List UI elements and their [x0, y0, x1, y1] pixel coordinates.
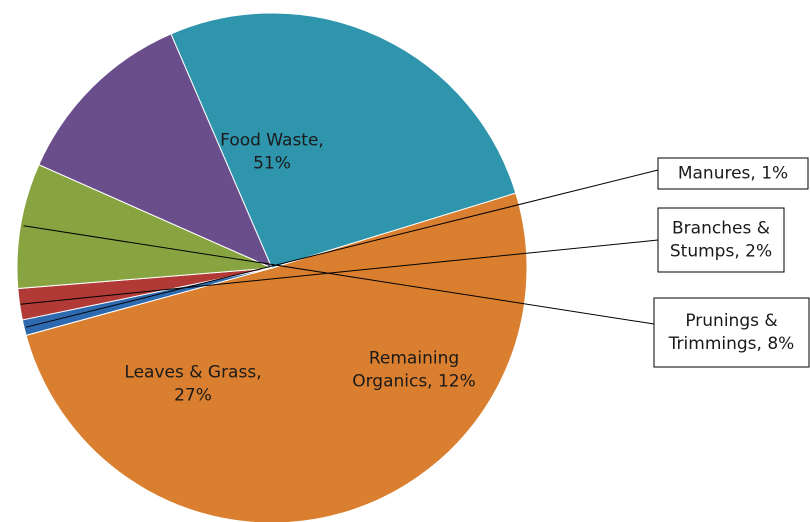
slice-remaining-organics: [38, 33, 273, 269]
data-label-branches-and-stumps: Stumps, 2%: [670, 242, 772, 262]
data-label-branches-and-stumps: Branches &: [672, 219, 770, 239]
pie-slices: [16, 12, 528, 522]
data-label-food-waste: 51%: [253, 154, 291, 174]
leader-line-branches-and-stumps: [20, 239, 659, 305]
data-label-leaves-and-grass: 27%: [174, 386, 212, 406]
slice-prunings-and-trimmings: [16, 164, 273, 290]
data-label-remaining-organics: Remaining: [369, 349, 459, 369]
data-label-leaves-and-grass: Leaves & Grass,: [124, 363, 261, 383]
data-label-food-waste: Food Waste,: [220, 131, 324, 151]
slice-labels: Food Waste, 51% Manures, 1% Branches & Stump…: [124, 131, 810, 406]
data-label-manures: Manures, 1%: [678, 164, 788, 184]
label-box-branches-and-stumps: [657, 207, 785, 273]
data-label-prunings-and-trimmings: Trimmings, 8%: [668, 334, 795, 354]
leader-line-manures: [25, 169, 659, 328]
label-box-prunings-and-trimmings: [653, 297, 810, 368]
slice-leaves-and-grass: [170, 12, 517, 269]
label-box-manures: [657, 157, 809, 190]
leader-line-prunings-and-trimmings: [23, 225, 655, 325]
data-label-remaining-organics: Organics, 12%: [352, 372, 476, 392]
data-label-prunings-and-trimmings: Prunings &: [685, 311, 777, 331]
slice-food-waste: [25, 192, 528, 522]
leader-lines: [20, 169, 659, 328]
